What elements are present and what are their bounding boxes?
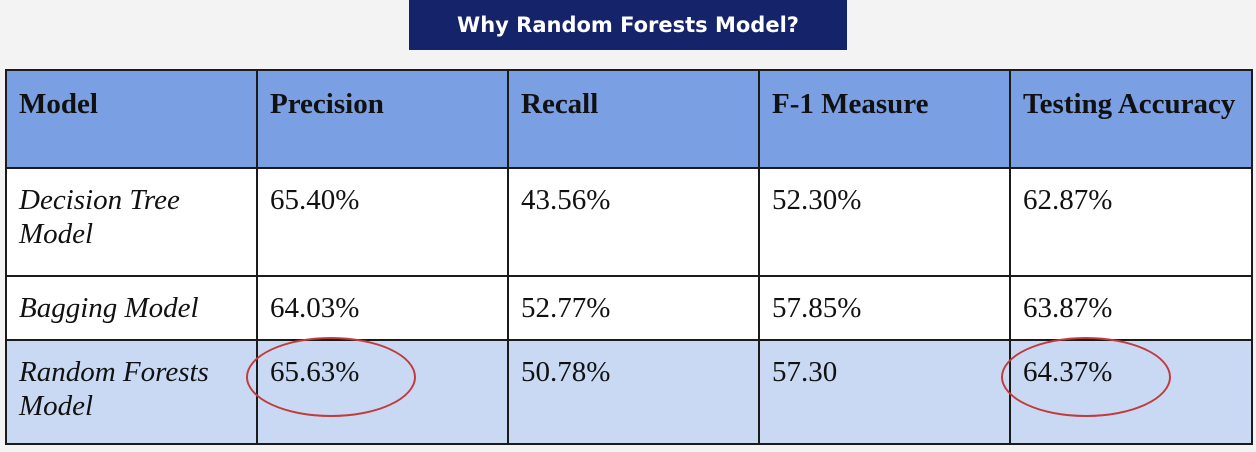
precision-cell: 65.40% <box>256 167 509 277</box>
model-name-cell: Random Forests Model <box>5 339 258 445</box>
testing-accuracy-value: 64.37% <box>1023 356 1113 388</box>
header-recall: Recall <box>507 69 760 169</box>
recall-cell: 52.77% <box>507 275 760 341</box>
recall-cell: 43.56% <box>507 167 760 277</box>
table-row: Decision Tree Model 65.40% 43.56% 52.30%… <box>5 167 1253 277</box>
header-f1-measure: F-1 Measure <box>758 69 1011 169</box>
testing-accuracy-cell: 62.87% <box>1009 167 1253 277</box>
testing-accuracy-cell: 63.87% <box>1009 275 1253 341</box>
model-name-cell: Decision Tree Model <box>5 167 258 277</box>
testing-accuracy-cell-highlighted: 64.37% <box>1001 337 1253 445</box>
f1-measure-cell: 57.85% <box>758 275 1011 341</box>
model-comparison-table: Model Precision Recall F-1 Measure Testi… <box>5 69 1253 445</box>
header-testing-accuracy: Testing Accuracy <box>1009 69 1253 169</box>
precision-cell-highlighted: 65.63% <box>246 337 509 445</box>
model-name-cell: Bagging Model <box>5 275 258 341</box>
table-row-highlighted: Random Forests Model 65.63% 50.78% 57.30… <box>5 337 1253 445</box>
precision-value-wrap: 65.63% <box>246 337 416 417</box>
header-model: Model <box>5 69 258 169</box>
header-precision: Precision <box>256 69 509 169</box>
precision-cell: 64.03% <box>256 275 509 341</box>
slide-title: Why Random Forests Model? <box>457 13 799 37</box>
table-row: Bagging Model 64.03% 52.77% 57.85% 63.87… <box>5 275 1253 341</box>
f1-measure-cell: 57.30 <box>758 339 1011 445</box>
title-banner: Why Random Forests Model? <box>409 0 847 50</box>
f1-measure-cell: 52.30% <box>758 167 1011 277</box>
precision-value: 65.63% <box>270 356 360 388</box>
recall-cell: 50.78% <box>507 339 760 445</box>
accuracy-value-wrap: 64.37% <box>1001 337 1171 417</box>
table-header-row: Model Precision Recall F-1 Measure Testi… <box>5 69 1253 169</box>
